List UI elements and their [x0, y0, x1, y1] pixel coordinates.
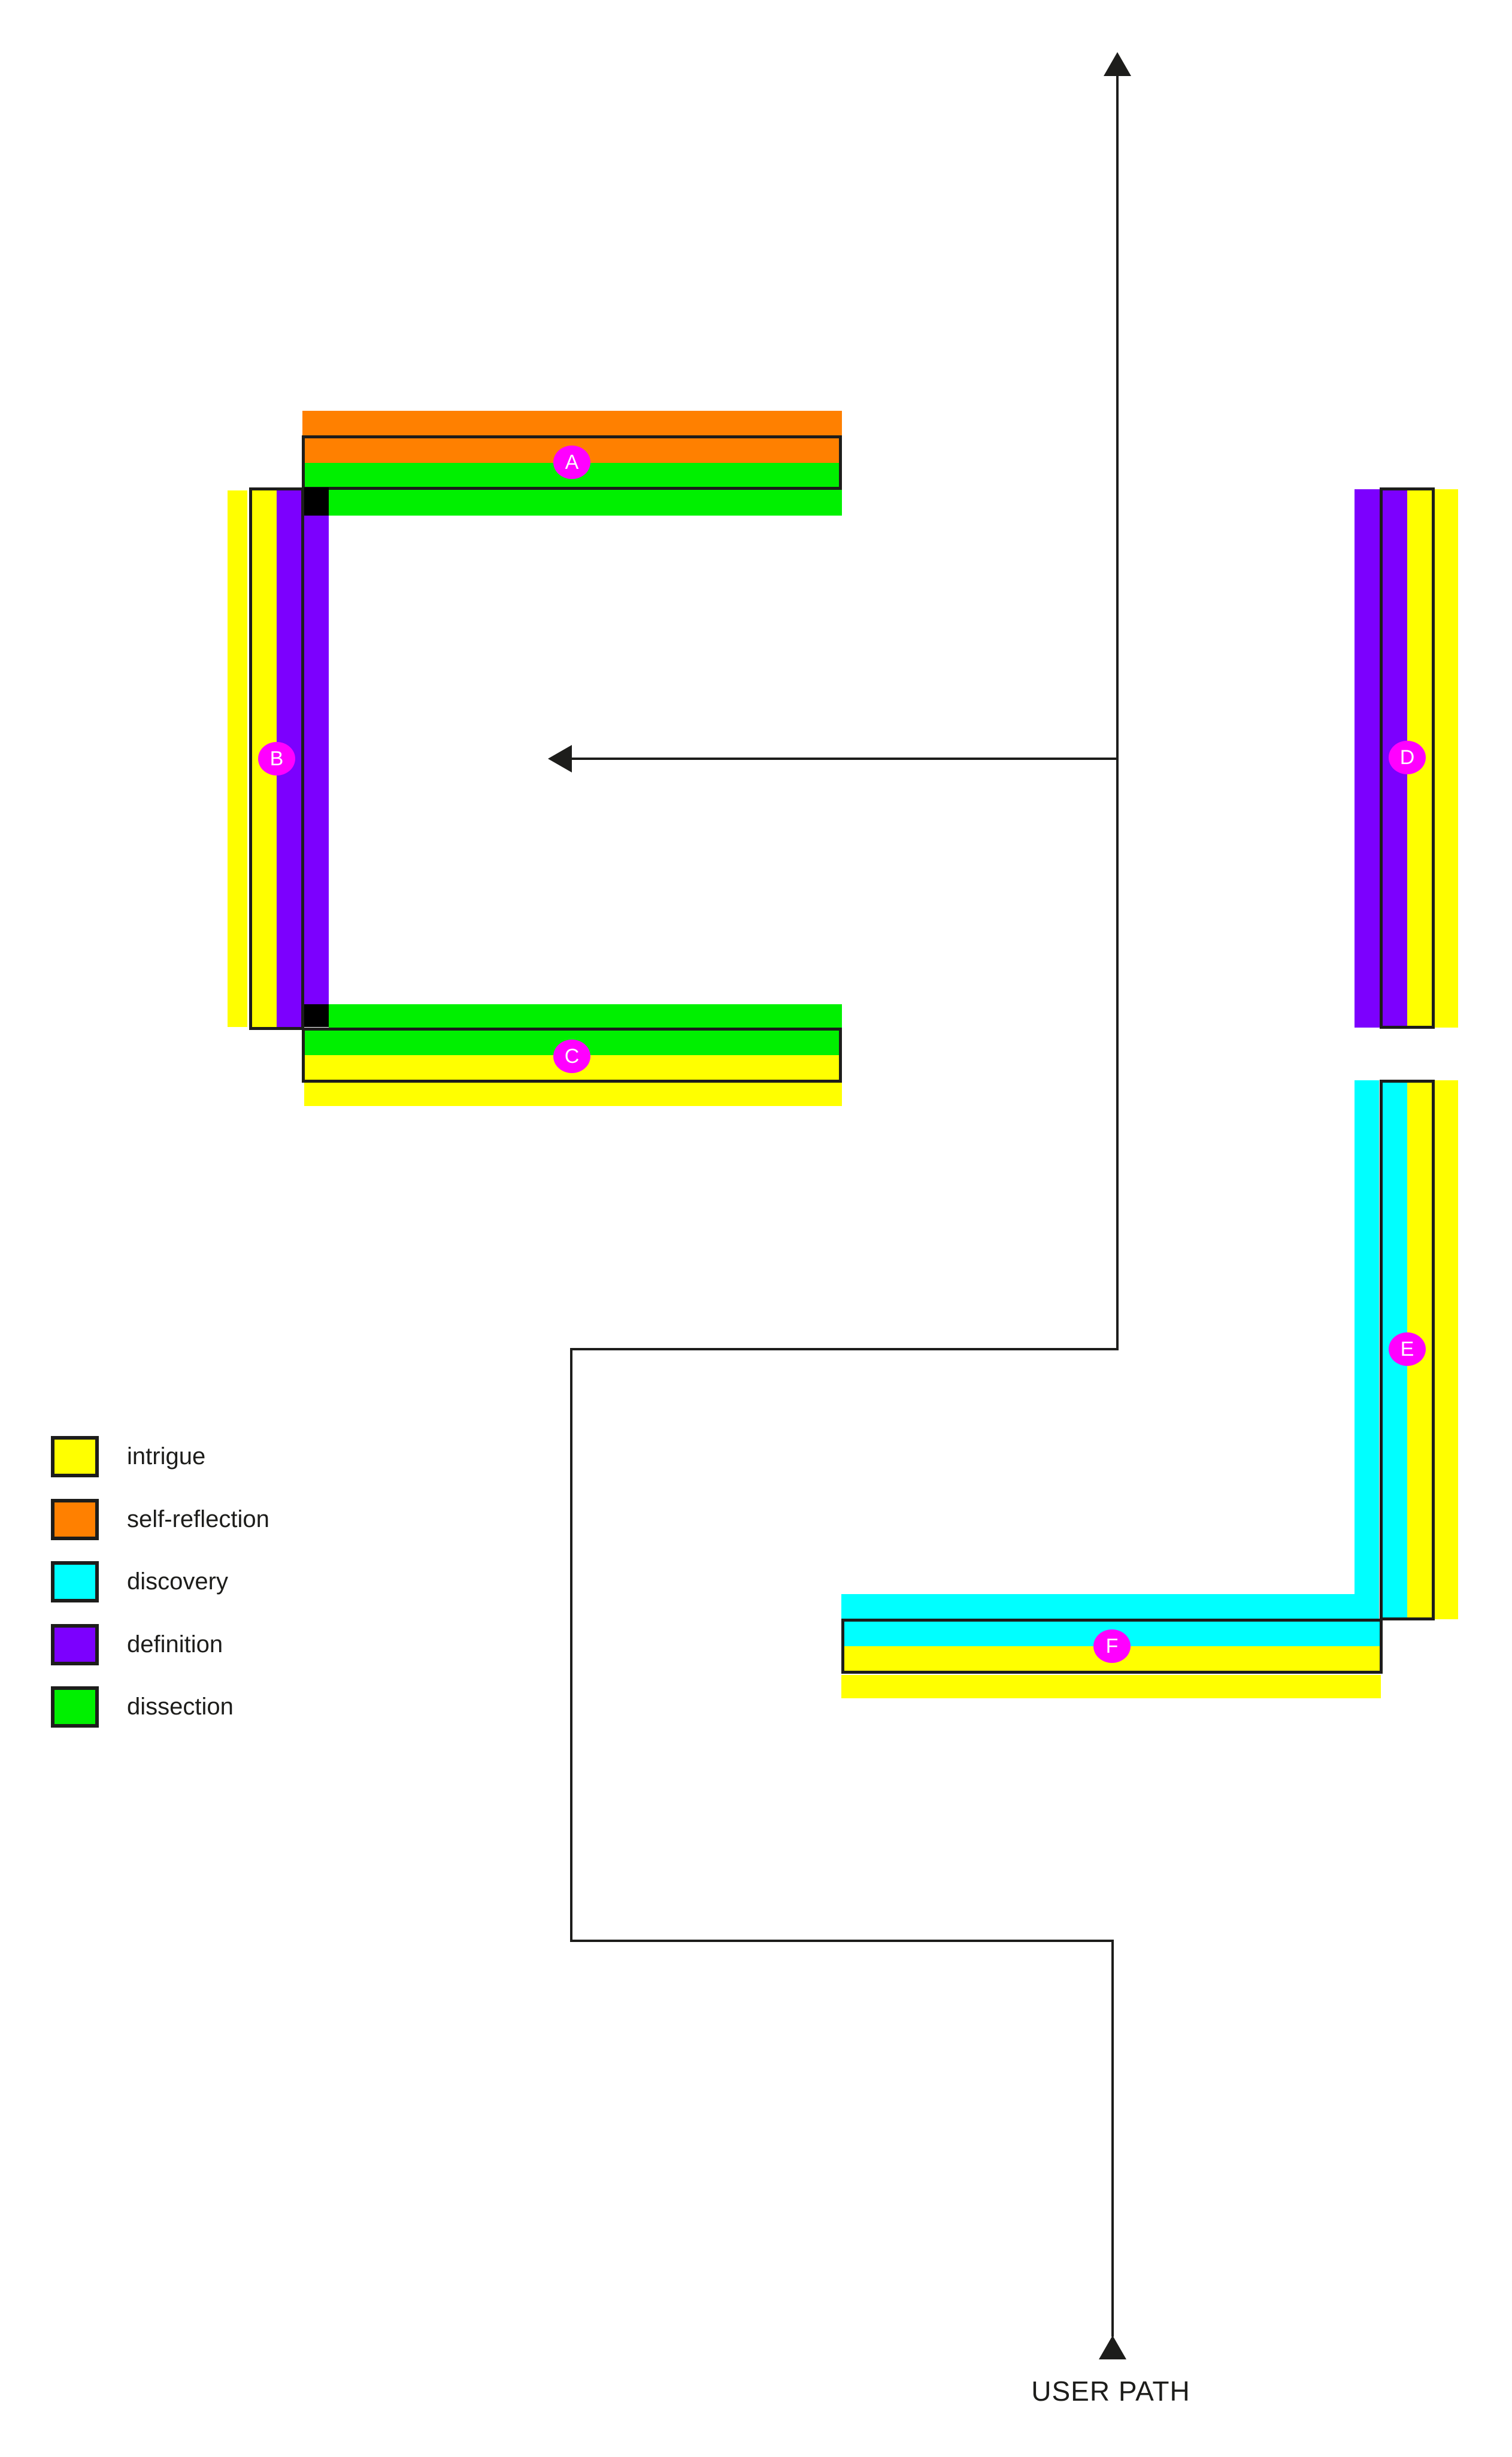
stage-f-outer-stripe-yellow	[841, 1675, 1381, 1698]
legend-label: intrigue	[127, 1443, 206, 1470]
stage-b-outer-stripe-purple	[304, 516, 329, 1004]
legend-swatch-purple	[51, 1624, 99, 1665]
stage-badge-c: C	[553, 1040, 590, 1073]
legend-item-discovery: discovery	[51, 1561, 228, 1602]
stage-letter-d: D	[1399, 746, 1415, 769]
arrow-up-bottom-icon	[1099, 2335, 1126, 2359]
stage-d-outer-stripe-yellow	[1435, 489, 1458, 1028]
stage-letter-b: B	[269, 747, 284, 770]
stage-badge-f: F	[1093, 1629, 1131, 1663]
stage-letter-a: A	[565, 450, 579, 474]
legend-item-dissection: dissection	[51, 1686, 234, 1728]
stage-a-outer-stripe-green	[329, 490, 842, 516]
path-line-horizontal-mid	[570, 1348, 1119, 1350]
path-line-vertical-left	[570, 1348, 572, 1942]
legend-swatch-orange	[51, 1499, 99, 1540]
legend-label: dissection	[127, 1693, 234, 1720]
legend-item-self-reflection: self-reflection	[51, 1499, 269, 1540]
stage-c-outer-stripe-yellow	[304, 1083, 842, 1106]
stage-e-outer-stripe-yellow	[1435, 1080, 1458, 1619]
legend-item-intrigue: intrigue	[51, 1436, 205, 1477]
legend-swatch-yellow	[51, 1436, 99, 1477]
path-line-arrow-horizontal	[571, 758, 1119, 760]
legend-item-definition: definition	[51, 1624, 223, 1665]
legend-swatch-cyan	[51, 1561, 99, 1602]
junction-square-top	[304, 487, 329, 516]
junction-square-bottom	[304, 1004, 329, 1027]
stage-badge-d: D	[1389, 741, 1426, 774]
arrow-up-icon	[1104, 52, 1131, 76]
stage-letter-f: F	[1105, 1634, 1119, 1658]
stage-c-outer-stripe-green	[329, 1004, 842, 1028]
stage-badge-b: B	[258, 742, 295, 775]
legend-swatch-green	[51, 1686, 99, 1728]
legend-label: discovery	[127, 1568, 228, 1595]
legend-label: definition	[127, 1631, 223, 1658]
stage-e-outer-stripe-cyan	[1355, 1080, 1379, 1619]
user-path-label: USER PATH	[1031, 2376, 1190, 2407]
path-line-vertical-top	[1116, 75, 1119, 1350]
path-line-vertical-bottom	[1111, 1940, 1114, 2337]
path-line-horizontal-bottom	[570, 1940, 1114, 1942]
stage-d-outer-stripe-purple	[1355, 489, 1380, 1028]
stage-f-outer-stripe-cyan	[841, 1594, 1379, 1619]
stage-badge-a: A	[553, 446, 590, 479]
stage-badge-e: E	[1389, 1332, 1426, 1366]
stage-letter-c: C	[564, 1044, 580, 1068]
legend-label: self-reflection	[127, 1506, 269, 1532]
stage-b-outer-stripe-yellow	[228, 490, 247, 1027]
stage-a-outer-stripe-orange	[302, 411, 842, 435]
arrow-left-icon	[548, 745, 572, 772]
stage-letter-e: E	[1400, 1337, 1414, 1361]
